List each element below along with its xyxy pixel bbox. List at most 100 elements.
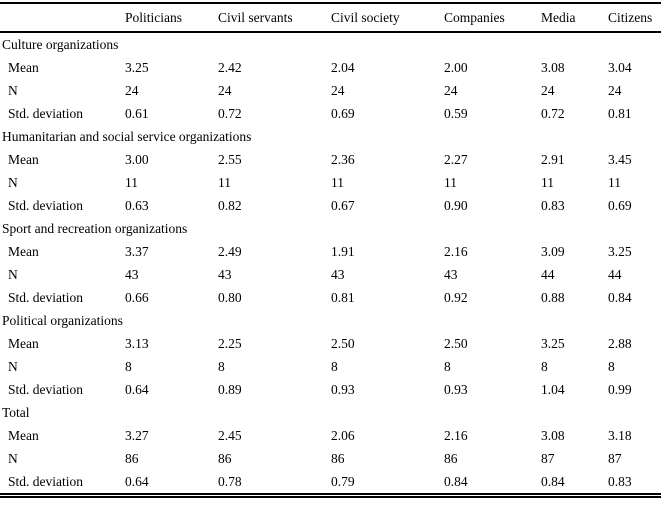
section-label: Humanitarian and social service organiza…: [2, 128, 252, 144]
row-label: N: [8, 450, 18, 466]
row-label: Mean: [8, 335, 39, 351]
cell-value: 11: [608, 174, 621, 190]
cell-value: 0.82: [218, 197, 242, 213]
cell-value: 0.78: [218, 473, 242, 489]
cell-value: 0.79: [331, 473, 355, 489]
cell-value: 11: [541, 174, 554, 190]
column-header-media: Media: [541, 3, 608, 33]
cell-value: 43: [331, 266, 345, 282]
section-header-row: Culture organizations: [0, 32, 661, 56]
cell-value: 0.89: [218, 381, 242, 397]
cell-value: 24: [541, 82, 555, 98]
cell-value: 3.09: [541, 243, 565, 259]
cell-value: 2.50: [444, 335, 468, 351]
column-header-civil-servants: Civil servants: [218, 3, 331, 33]
cell-value: 0.64: [125, 381, 149, 397]
cell-value: 44: [608, 266, 622, 282]
cell-value: 0.84: [444, 473, 468, 489]
table-row: N 24 24 24 24 24 24: [0, 79, 661, 102]
cell-value: 2.42: [218, 59, 242, 75]
cell-value: 3.04: [608, 59, 632, 75]
row-label: Mean: [8, 243, 39, 259]
cell-value: 8: [608, 358, 615, 374]
cell-value: 24: [125, 82, 139, 98]
cell-value: 86: [125, 450, 139, 466]
cell-value: 0.93: [331, 381, 355, 397]
cell-value: 2.06: [331, 427, 355, 443]
cell-value: 0.69: [608, 197, 632, 213]
cell-value: 0.92: [444, 289, 468, 305]
cell-value: 1.04: [541, 381, 565, 397]
row-label: Std. deviation: [8, 381, 83, 397]
cell-value: 0.72: [218, 105, 242, 121]
section-header-row: Sport and recreation organizations: [0, 217, 661, 240]
cell-value: 2.50: [331, 335, 355, 351]
row-label: Std. deviation: [8, 289, 83, 305]
header-row: Politicians Civil servants Civil society…: [0, 3, 661, 33]
cell-value: 3.13: [125, 335, 149, 351]
cell-value: 0.99: [608, 381, 632, 397]
section-label: Culture organizations: [2, 36, 119, 52]
table-row: Std. deviation 0.64 0.78 0.79 0.84 0.84 0.83: [0, 470, 661, 496]
cell-value: 87: [608, 450, 622, 466]
cell-value: 0.83: [541, 197, 565, 213]
column-header-blank: [0, 3, 125, 33]
table-row: Std. deviation 0.66 0.80 0.81 0.92 0.88 0.84: [0, 286, 661, 309]
row-label: Std. deviation: [8, 105, 83, 121]
cell-value: 3.08: [541, 427, 565, 443]
column-header-companies: Companies: [444, 3, 541, 33]
cell-value: 8: [331, 358, 338, 374]
cell-value: 8: [218, 358, 225, 374]
cell-value: 0.61: [125, 105, 149, 121]
cell-value: 0.93: [444, 381, 468, 397]
cell-value: 24: [608, 82, 622, 98]
cell-value: 3.45: [608, 151, 632, 167]
cell-value: 2.00: [444, 59, 468, 75]
cell-value: 24: [218, 82, 232, 98]
cell-value: 8: [125, 358, 132, 374]
table-row: Mean 3.00 2.55 2.36 2.27 2.91 3.45: [0, 148, 661, 171]
column-header-citizens: Citizens: [608, 3, 661, 33]
row-label: Std. deviation: [8, 473, 83, 489]
cell-value: 1.91: [331, 243, 355, 259]
row-label: Mean: [8, 59, 39, 75]
cell-value: 0.88: [541, 289, 565, 305]
cell-value: 2.04: [331, 59, 355, 75]
cell-value: 3.25: [125, 59, 149, 75]
cell-value: 0.67: [331, 197, 355, 213]
section-header-row: Political organizations: [0, 309, 661, 332]
cell-value: 0.59: [444, 105, 468, 121]
section-header-row: Total: [0, 401, 661, 424]
section-label: Sport and recreation organizations: [2, 220, 188, 236]
cell-value: 43: [125, 266, 139, 282]
cell-value: 24: [331, 82, 345, 98]
cell-value: 8: [541, 358, 548, 374]
section-label: Political organizations: [2, 312, 123, 328]
cell-value: 11: [331, 174, 344, 190]
cell-value: 3.37: [125, 243, 149, 259]
column-header-politicians: Politicians: [125, 3, 218, 33]
row-label: N: [8, 266, 18, 282]
cell-value: 0.81: [331, 289, 355, 305]
cell-value: 0.72: [541, 105, 565, 121]
cell-value: 2.49: [218, 243, 242, 259]
cell-value: 3.00: [125, 151, 149, 167]
cell-value: 3.18: [608, 427, 632, 443]
cell-value: 43: [218, 266, 232, 282]
table-row: Std. deviation 0.61 0.72 0.69 0.59 0.72 0.81: [0, 102, 661, 125]
table-row: Mean 3.13 2.25 2.50 2.50 3.25 2.88: [0, 332, 661, 355]
cell-value: 2.55: [218, 151, 242, 167]
cell-value: 2.45: [218, 427, 242, 443]
table-row: Std. deviation 0.64 0.89 0.93 0.93 1.04 0.99: [0, 378, 661, 401]
cell-value: 0.83: [608, 473, 632, 489]
cell-value: 11: [218, 174, 231, 190]
cell-value: 0.84: [541, 473, 565, 489]
table-body: Culture organizations Mean 3.25 2.42 2.04 2.0…: [0, 32, 661, 496]
cell-value: 2.27: [444, 151, 468, 167]
section-header-row: Humanitarian and social service organiza…: [0, 125, 661, 148]
cell-value: 2.91: [541, 151, 565, 167]
cell-value: 3.25: [608, 243, 632, 259]
cell-value: 0.63: [125, 197, 149, 213]
cell-value: 86: [331, 450, 345, 466]
cell-value: 43: [444, 266, 458, 282]
